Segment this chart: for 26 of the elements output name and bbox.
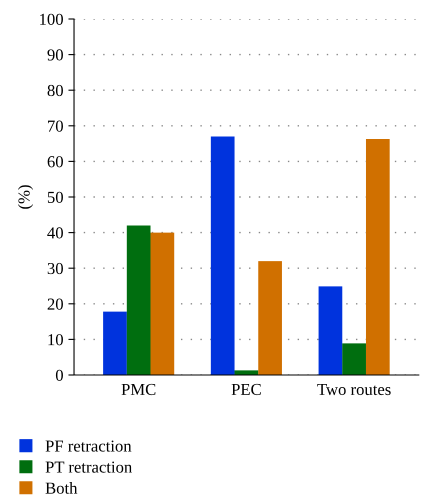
bar: [258, 261, 282, 375]
legend-label: PT retraction: [46, 462, 132, 473]
y-tick-label: 20: [48, 298, 63, 310]
y-tick-label: 80: [48, 84, 63, 96]
y-tick-label: 0: [56, 370, 63, 381]
y-axis-title: (%): [18, 185, 34, 209]
y-tick-label: 60: [48, 156, 63, 168]
y-tick-label: 70: [48, 120, 63, 132]
x-tick-label: PEC: [232, 384, 261, 396]
bar: [150, 232, 174, 375]
bar: [126, 225, 151, 375]
legend-label: Both: [46, 482, 78, 494]
bar: [210, 136, 235, 375]
y-tick-label: 90: [47, 49, 63, 61]
y-tick-label: 30: [48, 262, 63, 274]
bar: [342, 343, 366, 375]
bar: [103, 312, 127, 375]
bar: [366, 138, 390, 375]
y-tick-label: 40: [47, 227, 63, 239]
x-tick-label: PMC: [122, 384, 156, 396]
y-tick-label: 100: [40, 14, 63, 25]
bar: [318, 286, 342, 375]
legend-label: PF retraction: [46, 440, 132, 452]
x-tick-label: Two routes: [317, 384, 391, 396]
y-tick-label: 50: [48, 192, 63, 203]
y-tick-label: 10: [48, 334, 63, 346]
